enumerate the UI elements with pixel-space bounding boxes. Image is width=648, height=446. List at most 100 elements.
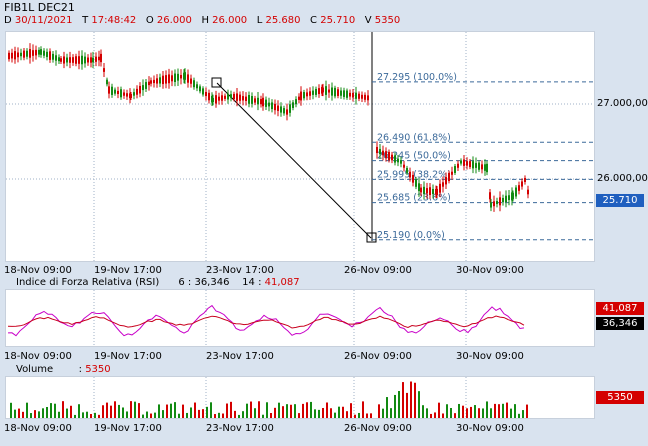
candle-body bbox=[309, 91, 311, 96]
candle-body bbox=[337, 89, 339, 96]
fib-label: 26.490 (61.8%) bbox=[377, 132, 451, 143]
rsi-period-6: 6 bbox=[178, 277, 185, 288]
volume-bar bbox=[154, 412, 156, 418]
volume-bar bbox=[422, 405, 424, 418]
candle-body bbox=[318, 88, 320, 95]
volume-bar bbox=[110, 405, 112, 418]
candle-body bbox=[103, 68, 105, 72]
volume-bar bbox=[150, 413, 152, 418]
candle-body bbox=[227, 93, 229, 100]
candle-body bbox=[406, 167, 408, 173]
candle-body bbox=[355, 92, 357, 99]
volume-bar bbox=[142, 414, 144, 418]
volume-bar bbox=[250, 401, 252, 418]
candle-body bbox=[400, 160, 402, 164]
candle-body bbox=[442, 182, 444, 187]
candle-body bbox=[524, 178, 526, 182]
candle-body bbox=[180, 74, 182, 79]
volume-bar bbox=[190, 407, 192, 418]
volume-bar bbox=[26, 402, 28, 418]
candle-body bbox=[156, 78, 158, 84]
volume-bar bbox=[138, 403, 140, 418]
candle-body bbox=[106, 79, 108, 85]
candle-body bbox=[346, 90, 348, 98]
candle-body bbox=[325, 86, 327, 95]
volume-bar bbox=[54, 403, 56, 418]
candle-body bbox=[148, 81, 150, 86]
volume-bar bbox=[390, 408, 392, 418]
volume-bar bbox=[446, 404, 448, 418]
volume-bar bbox=[410, 381, 412, 418]
volume-bar bbox=[126, 411, 128, 418]
volume-bar bbox=[454, 413, 456, 418]
candle-body bbox=[490, 202, 492, 208]
volume-bar bbox=[270, 412, 272, 418]
volume-bar bbox=[350, 403, 352, 418]
candle-body bbox=[117, 90, 119, 95]
candle-body bbox=[512, 192, 514, 200]
volume-bar bbox=[226, 403, 228, 418]
volume-bar bbox=[38, 411, 40, 418]
candle-body bbox=[63, 56, 65, 64]
volume-bar bbox=[458, 403, 460, 418]
volume-bar bbox=[362, 401, 364, 418]
volume-bar bbox=[518, 413, 520, 418]
candle-body bbox=[29, 49, 31, 58]
candle-body bbox=[84, 56, 86, 64]
candle-body bbox=[367, 95, 369, 101]
candle-body bbox=[280, 106, 282, 113]
candle-body bbox=[126, 93, 128, 97]
volume-bar bbox=[166, 404, 168, 418]
candle-body bbox=[262, 97, 264, 107]
volume-bar bbox=[174, 402, 176, 418]
candle-body bbox=[81, 55, 83, 65]
volume-bar bbox=[222, 413, 224, 418]
volume-bar bbox=[206, 406, 208, 418]
volume-bar bbox=[430, 413, 432, 418]
volume-bar bbox=[510, 408, 512, 418]
volume-bar bbox=[438, 402, 440, 418]
candle-body bbox=[303, 92, 305, 99]
volume-bar bbox=[134, 401, 136, 418]
volume-bar bbox=[90, 414, 92, 418]
candle-body bbox=[486, 163, 488, 173]
candle-body bbox=[463, 159, 465, 166]
candle-body bbox=[286, 109, 288, 115]
candle-body bbox=[343, 90, 345, 97]
candle-body bbox=[242, 96, 244, 101]
volume-bar bbox=[426, 408, 428, 418]
rsi6-line bbox=[7, 304, 525, 337]
candle-body bbox=[196, 84, 198, 89]
candle-body bbox=[46, 51, 48, 57]
x-label-30nov: 30-Nov 09:00 bbox=[456, 265, 524, 276]
volume-bar bbox=[382, 408, 384, 418]
volume-bar bbox=[378, 404, 380, 418]
candle-body bbox=[92, 57, 94, 63]
candle-body bbox=[469, 161, 471, 168]
last-price-tag: 25.710 bbox=[596, 194, 644, 207]
volume-bar bbox=[354, 414, 356, 418]
volume-bar bbox=[298, 413, 300, 418]
volume-bar bbox=[82, 412, 84, 418]
candle-body bbox=[78, 56, 80, 64]
volume-bar bbox=[118, 404, 120, 418]
volume-bar bbox=[34, 410, 36, 418]
fib-anchor-handle bbox=[366, 232, 377, 243]
candle-body bbox=[233, 93, 235, 100]
candle-body bbox=[271, 102, 273, 110]
volume-bar bbox=[334, 412, 336, 418]
volume-value: 5350 bbox=[374, 15, 401, 26]
candle-body bbox=[142, 85, 144, 91]
candle-body bbox=[379, 148, 381, 155]
volume-bar bbox=[94, 412, 96, 418]
volume-bar bbox=[502, 403, 504, 418]
candle-body bbox=[49, 51, 51, 60]
x-label-30nov-rsi: 30-Nov 09:00 bbox=[456, 351, 524, 362]
volume-bar bbox=[386, 397, 388, 418]
x-label-18nov-vol: 18-Nov 09:00 bbox=[4, 423, 72, 434]
candle-body bbox=[306, 92, 308, 97]
volume-bar bbox=[58, 411, 60, 418]
candle-body bbox=[527, 189, 529, 195]
candle-body bbox=[130, 94, 132, 98]
volume-bar bbox=[18, 408, 20, 418]
